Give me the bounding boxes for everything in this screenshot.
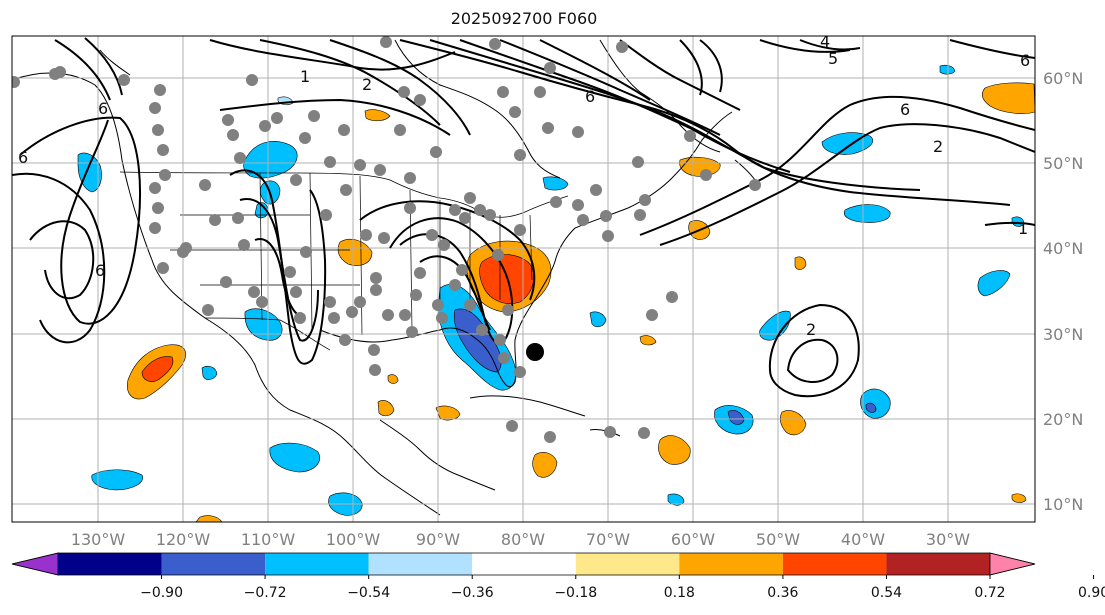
contour-label: 2 [933, 137, 943, 156]
colorbar-frame [11, 552, 1036, 576]
contour-label: 1 [300, 67, 310, 86]
lat-tick-labels: 60°N 50°N 40°N 30°N 20°N 10°N [1043, 69, 1083, 514]
colorbar-tick-label: 0.72 [974, 585, 1005, 601]
map-title: 2025092700 F060 [450, 9, 598, 28]
lat-tick-label: 30°N [1043, 325, 1083, 344]
lon-tick-label: 110°W [241, 530, 296, 549]
lon-tick-label: 50°W [756, 530, 800, 549]
contour-label: 6 [900, 100, 910, 119]
negative-field-prairie [243, 141, 298, 179]
lon-tick-label: 100°W [326, 530, 381, 549]
lat-tick-label: 40°N [1043, 239, 1083, 258]
contour-label: 1 [1018, 219, 1028, 238]
lon-tick-label: 60°W [671, 530, 715, 549]
colorbar-tick-label: 0.54 [871, 585, 902, 601]
colorbar-tick-label: 0.18 [664, 585, 695, 601]
colorbar-segment [679, 553, 783, 575]
map-frame [11, 35, 1036, 523]
contour-label: 6 [95, 261, 105, 280]
colorbar-segment [368, 553, 473, 575]
contour-label: 6 [18, 148, 28, 167]
colorbar-tick-label: −0.18 [554, 585, 597, 601]
lat-tick-label: 60°N [1043, 69, 1083, 88]
colorbar-segment [265, 553, 369, 575]
colorbar-segment [472, 553, 576, 575]
lon-tick-label: 120°W [156, 530, 211, 549]
colorbar-tick-label: 0.36 [767, 585, 798, 601]
lon-tick-label: 70°W [586, 530, 630, 549]
colorbar-segment [161, 553, 266, 575]
colorbar-tick-label: −0.90 [140, 585, 183, 601]
contour-label: 2 [806, 320, 816, 339]
colorbar-segment [575, 553, 680, 575]
colorbar-tick-label: −0.36 [451, 585, 494, 601]
station-dots [12, 36, 761, 443]
colorbar-segment [886, 553, 990, 575]
colorbar-extend-high [989, 552, 1036, 576]
contour-label: 6 [1020, 51, 1030, 70]
contour-label: 4 [820, 32, 830, 51]
colorbar: −0.90 −0.72 −0.54 −0.36 −0.18 0.18 0.36 0.54 0.7… [11, 552, 1105, 601]
colorbar-tick-label: −0.72 [244, 585, 287, 601]
colorbar-segment [782, 553, 887, 575]
lon-tick-label: 30°W [926, 530, 970, 549]
lon-tick-label: 40°W [841, 530, 885, 549]
colorbar-extend-low [11, 552, 59, 576]
contours [12, 37, 1035, 398]
contour-label: 5 [828, 49, 838, 68]
lat-tick-label: 20°N [1043, 410, 1083, 429]
grid [12, 36, 1035, 522]
lon-tick-label: 90°W [416, 530, 460, 549]
lat-tick-label: 50°N [1043, 154, 1083, 173]
shaded-fields [77, 64, 1035, 522]
storm-center-marker [526, 343, 544, 361]
colorbar-segment [58, 553, 162, 575]
lon-tick-label: 130°W [71, 530, 126, 549]
colorbar-tick-label: −0.54 [347, 585, 390, 601]
contour-label: 6 [98, 99, 108, 118]
strong-positive-pacific [141, 356, 174, 382]
contour-labels: 6 2 1 4 5 6 6 6 2 1 6 2 6 [18, 32, 1030, 339]
contour-label: 2 [362, 75, 372, 94]
lon-tick-label: 80°W [501, 530, 545, 549]
colorbar-tick-label: 0.90 [1078, 585, 1105, 601]
lat-tick-label: 10°N [1043, 495, 1083, 514]
lon-tick-labels: 130°W 120°W 110°W 100°W 90°W 80°W 70°W 6… [71, 530, 970, 549]
contour-label: 6 [585, 87, 595, 106]
